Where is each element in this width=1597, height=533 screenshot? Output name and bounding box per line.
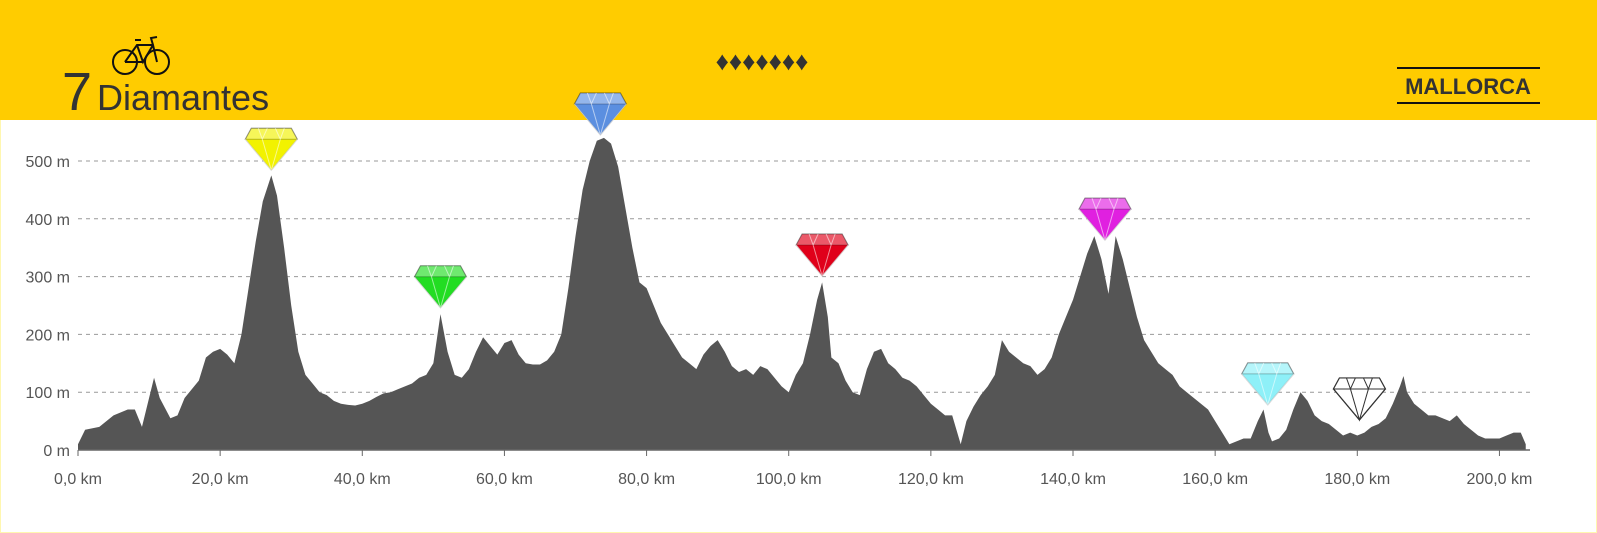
gem-facet (1078, 197, 1132, 210)
gem-marker (795, 233, 849, 278)
gem-facet (244, 128, 298, 173)
gem-marker (573, 92, 628, 137)
y-tick-label: 400 m (26, 212, 70, 229)
gem-facet (1333, 377, 1386, 422)
x-tick-label: 100,0 km (756, 471, 822, 488)
y-tick-label: 500 m (26, 154, 70, 171)
gem-facet (1240, 362, 1295, 375)
x-tick-label: 200,0 km (1467, 471, 1533, 488)
x-tick-label: 120,0 km (898, 471, 964, 488)
header-band (0, 0, 1597, 120)
x-tick-label: 60,0 km (476, 471, 533, 488)
gem-facet (795, 233, 849, 246)
gem-facet (244, 127, 299, 140)
x-tick-label: 180,0 km (1324, 471, 1390, 488)
bike-icon (112, 36, 170, 75)
y-tick-label: 0 m (43, 443, 70, 460)
x-tick-label: 80,0 km (618, 471, 675, 488)
header-number: 7 (62, 62, 92, 122)
x-tick-label: 40,0 km (334, 471, 391, 488)
gem-facet (573, 92, 628, 105)
x-tick-label: 140,0 km (1040, 471, 1106, 488)
gem-facet (413, 265, 468, 278)
gem-facet (1078, 197, 1132, 242)
x-tick-label: 0,0 km (54, 471, 102, 488)
header-region: MALLORCA (1405, 74, 1531, 99)
gem-facet (573, 92, 627, 137)
y-tick-label: 100 m (26, 385, 70, 402)
x-tick-label: 20,0 km (192, 471, 249, 488)
header-ornament: ♦♦♦♦♦♦♦ (716, 46, 809, 76)
header-title: Diamantes (97, 77, 269, 118)
gem-facet (1332, 377, 1387, 390)
y-tick-label: 200 m (26, 327, 70, 344)
gem-facet (795, 233, 849, 278)
elevation-area (78, 137, 1526, 450)
y-tick-label: 300 m (26, 270, 70, 287)
gem-marker (1240, 362, 1295, 407)
gem-marker (413, 265, 468, 310)
gem-marker (244, 127, 299, 173)
gem-facet (1241, 362, 1295, 407)
gem-marker (1078, 197, 1132, 242)
gem-facet (414, 265, 467, 310)
x-tick-label: 160,0 km (1182, 471, 1248, 488)
gem-marker (1332, 377, 1387, 422)
